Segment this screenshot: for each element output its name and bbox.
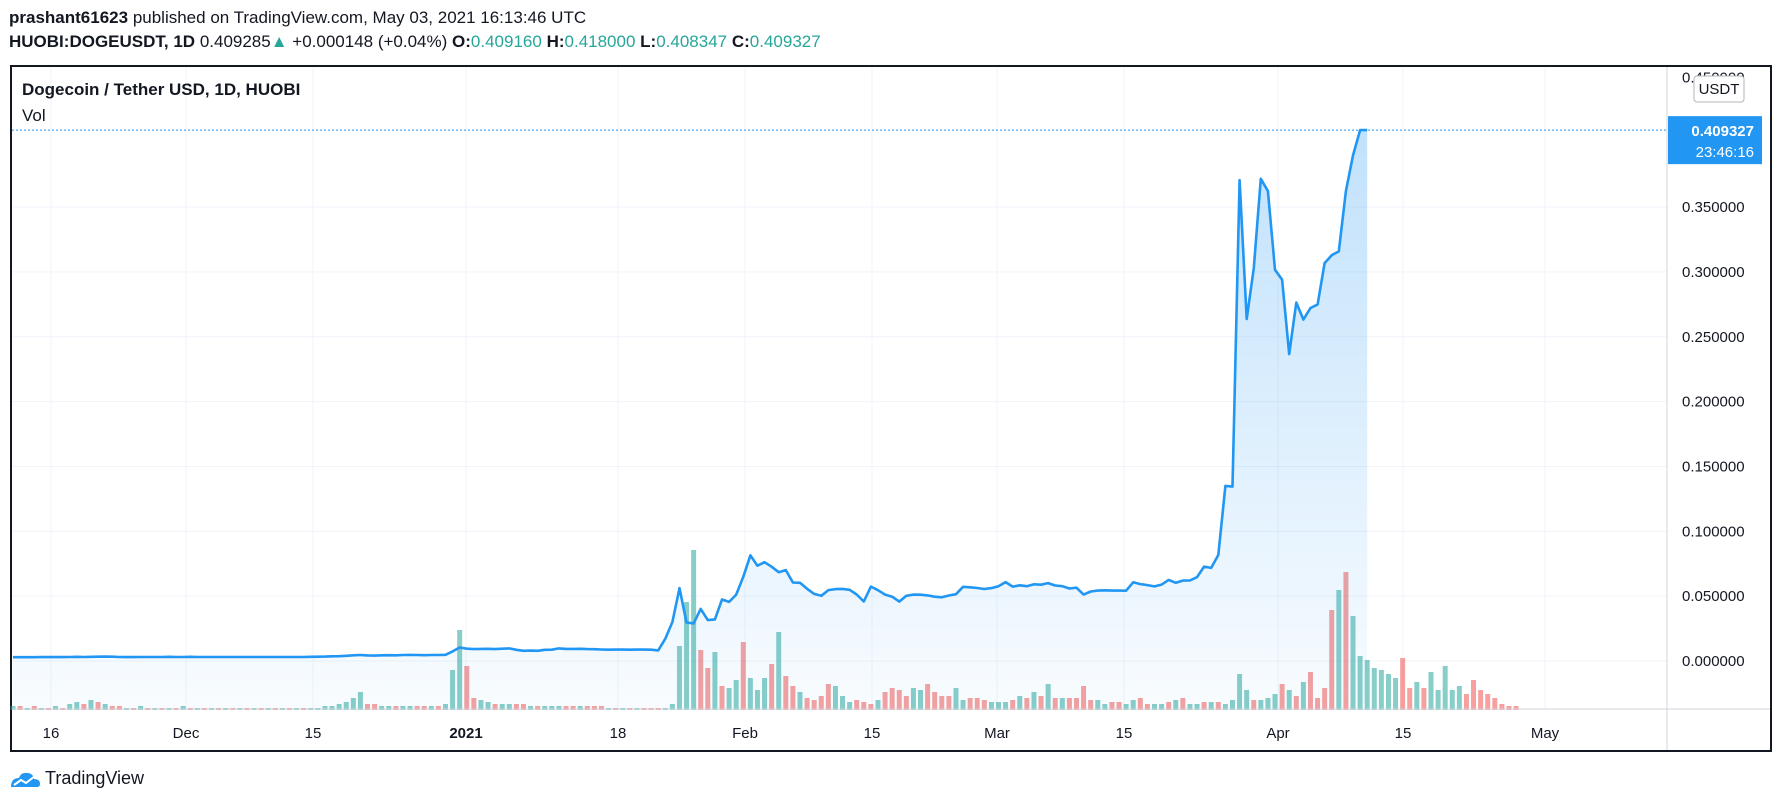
volume-bar — [1435, 690, 1441, 710]
volume-bar — [1506, 706, 1512, 710]
volume-bar — [1428, 672, 1434, 710]
volume-bar — [1421, 688, 1427, 710]
price-change: +0.000148 (+0.04%) — [292, 32, 448, 51]
time-tick-label: Apr — [1266, 725, 1289, 742]
time-tick-label: Feb — [732, 725, 758, 742]
footer-brand[interactable]: TradingView — [9, 768, 144, 789]
volume-bar — [1471, 680, 1477, 710]
time-tick-label: Dec — [173, 725, 200, 742]
last-price: 0.409285 — [199, 32, 271, 51]
price-tick-label: 0.000000 — [1682, 653, 1745, 670]
volume-bar — [1371, 668, 1377, 710]
tradingview-logo-icon — [11, 772, 40, 787]
volume-bar — [1407, 688, 1413, 710]
low-value: 0.408347 — [656, 32, 728, 51]
volume-bar — [1393, 678, 1399, 710]
volume-bar — [1499, 704, 1505, 710]
low-label: L: — [640, 32, 657, 51]
volume-bar — [1513, 706, 1519, 710]
volume-bar — [1378, 670, 1384, 710]
bar-countdown: 23:46:16 — [1696, 144, 1754, 161]
time-tick-label: 2021 — [449, 725, 482, 742]
volume-bar — [1385, 674, 1391, 710]
currency-badge-box — [1693, 75, 1745, 103]
time-tick-label: 18 — [610, 725, 627, 742]
brand-name: TradingView — [45, 768, 145, 788]
volume-bar — [1414, 682, 1420, 710]
ohlc-line: HUOBI:DOGEUSDT, 1D 0.409285▲ +0.000148 (… — [9, 30, 821, 54]
currency-badge[interactable]: USDT — [1693, 75, 1745, 103]
last-price-tag-value: 0.409327 — [1691, 123, 1754, 140]
chart-legend-title[interactable]: Dogecoin / Tether USD, 1D, HUOBI — [22, 80, 301, 99]
volume-bar — [1449, 690, 1455, 710]
close-value: 0.409327 — [749, 32, 821, 51]
price-tick-label: 0.050000 — [1682, 588, 1745, 605]
publish-info: published on TradingView.com, May 03, 20… — [132, 8, 587, 27]
time-tick-label: May — [1531, 725, 1560, 742]
price-line — [13, 128, 1368, 659]
open-value: 0.409160 — [470, 32, 542, 51]
publish-line: prashant61623 published on TradingView.c… — [9, 6, 821, 30]
price-axis[interactable]: 0.350000 0.300000 0.250000 0.200000 0.150000… — [1682, 69, 1745, 670]
high-value: 0.418000 — [564, 32, 636, 51]
volume-bar — [1492, 698, 1498, 710]
volume-bar — [1478, 690, 1484, 710]
price-tick-label: 0.350000 — [1682, 199, 1745, 216]
symbol-label: HUOBI:DOGEUSDT, 1D — [9, 32, 196, 51]
volume-bar — [1442, 666, 1448, 710]
volume-bar — [1456, 686, 1462, 710]
time-tick-label: 15 — [305, 725, 322, 742]
up-arrow-icon: ▲ — [270, 32, 288, 51]
time-tick-label: Mar — [984, 725, 1010, 742]
high-label: H: — [546, 32, 565, 51]
open-label: O: — [452, 32, 471, 51]
last-price-tag-box — [1668, 116, 1762, 165]
time-axis[interactable]: 16 Dec 15 2021 18 Feb 15 Mar 15 Apr 15 May — [43, 725, 1560, 742]
price-tick-label: 0.150000 — [1682, 458, 1745, 475]
price-tick-label: 0.300000 — [1682, 264, 1745, 281]
price-tick-label: 0.100000 — [1682, 523, 1745, 540]
time-tick-label: 16 — [43, 725, 60, 742]
price-area-fill — [13, 130, 1368, 710]
close-label: C: — [731, 32, 750, 51]
grid-lines — [12, 67, 1667, 709]
time-tick-label: 15 — [1395, 725, 1412, 742]
price-tick-label: 0.200000 — [1682, 394, 1745, 411]
last-price-tag: 0.409327 23:46:16 — [1668, 116, 1762, 165]
volume-bar — [1463, 694, 1469, 710]
volume-bar — [1400, 658, 1406, 710]
time-tick-label: 15 — [864, 725, 881, 742]
time-tick-label: 15 — [1116, 725, 1133, 742]
price-tick-label: 0.250000 — [1682, 329, 1745, 346]
author-name[interactable]: prashant61623 — [9, 8, 129, 27]
chart-header: prashant61623 published on TradingView.c… — [9, 6, 821, 54]
currency-label: USDT — [1699, 81, 1740, 98]
volume-legend[interactable]: Vol — [22, 106, 46, 125]
volume-bar — [1485, 694, 1491, 710]
